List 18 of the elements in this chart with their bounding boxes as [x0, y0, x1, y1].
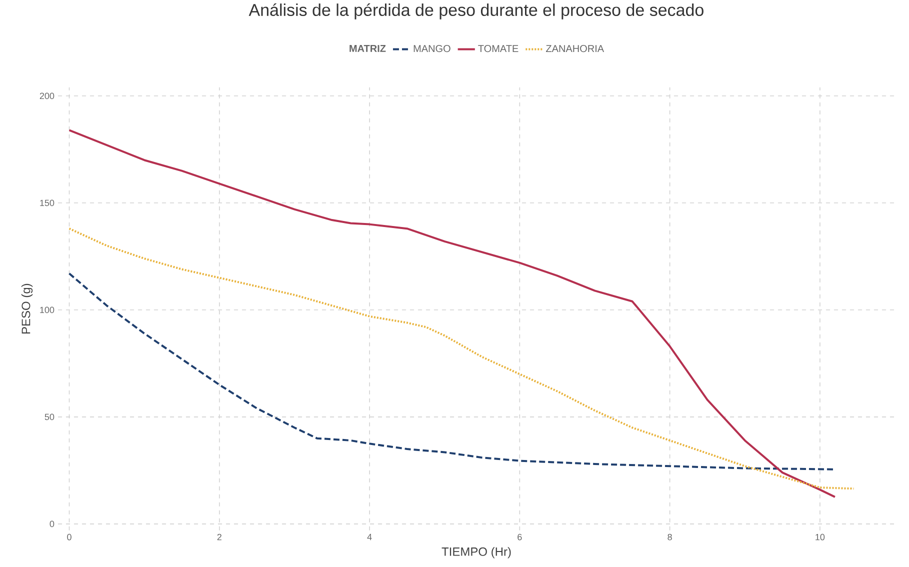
legend-label: ZANAHORIA — [546, 44, 604, 52]
chart-title: Análisis de la pérdida de peso durante el proceso de secado — [248, 3, 704, 20]
y-tick-label: 100 — [40, 306, 54, 313]
legend-label: TOMATE — [478, 44, 518, 52]
legend-label: MANGO — [414, 44, 450, 52]
y-axis-title: PESO (g) — [21, 284, 33, 334]
x-tick-label: 2 — [217, 534, 222, 540]
legend-title: MATRIZ — [350, 44, 386, 52]
x-axis-title: TIEMPO (Hr) — [442, 546, 511, 558]
x-tick-label: 8 — [668, 534, 672, 540]
x-tick-label: 0 — [67, 534, 72, 540]
y-tick-label: 50 — [44, 414, 54, 420]
x-tick-label: 6 — [518, 534, 522, 540]
y-tick-label: 200 — [40, 92, 54, 99]
x-tick-label: 4 — [367, 534, 372, 540]
y-tick-label: 150 — [40, 200, 54, 206]
x-tick-label: 10 — [816, 534, 825, 540]
y-tick-label: 0 — [50, 520, 54, 527]
